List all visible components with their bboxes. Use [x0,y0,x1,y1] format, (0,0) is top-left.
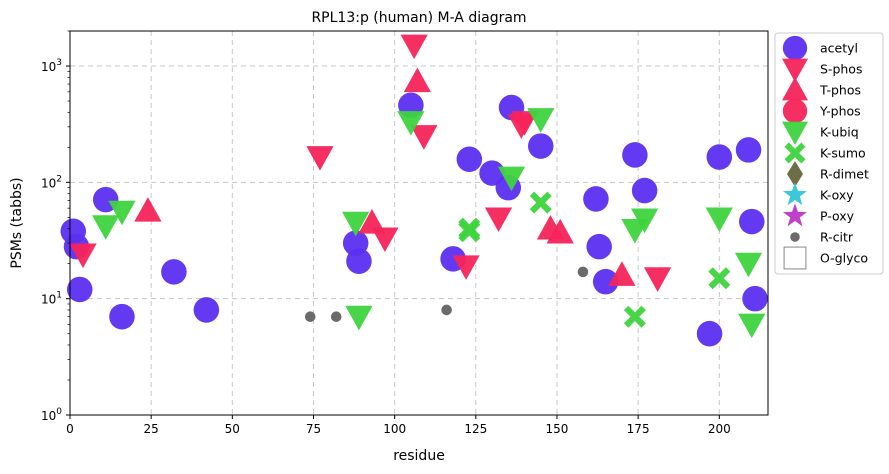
point-acetyl [66,276,93,303]
x-tick-label: 100 [383,422,406,436]
x-tick-label: 75 [306,422,321,436]
point-t-phos [403,67,432,93]
legend-marker-k-sumo [784,142,806,164]
legend-label-acetyl: acetyl [820,41,858,56]
x-tick-label: 0 [66,422,74,436]
plot-frame [69,30,769,416]
legend-label-y-phos: Y-phos [819,104,861,119]
x-axis-ticks: 0 25 50 75 100 125 150 175 200 [66,415,731,436]
point-k-sumo [529,191,552,214]
legend-marker-acetyl [782,35,808,61]
x-tick-label: 175 [627,422,650,436]
legend-marker-t-phos [781,76,809,101]
point-k-sumo [623,305,646,328]
point-acetyl [696,320,723,347]
y-tick-label: 100 [41,407,62,423]
point-k-sumo [708,267,731,290]
point-s-phos [510,111,539,136]
legend-marker-y-phos [782,98,808,124]
point-acetyl [742,285,768,312]
point-acetyl [735,137,762,163]
point-acetyl [583,186,609,212]
x-tick-label: 50 [225,422,240,436]
legend-marker-o-glyco [783,246,807,270]
point-t-phos [608,261,636,286]
point-acetyl [631,177,658,204]
legend-marker-s-phos [781,58,809,83]
point-s-phos [643,267,672,292]
point-r-citr [441,304,452,316]
y-axis-ticks: 100 101 102 103 [41,30,70,423]
point-acetyl [739,208,765,235]
point-k-ubiq [630,208,659,234]
point-r-citr [330,311,342,322]
data-points [60,34,768,347]
point-r-citr [304,311,316,322]
legend-label-p-oxy: P-oxy [820,209,855,224]
point-acetyl [456,146,483,172]
point-s-phos [410,125,438,150]
legend-label-k-ubiq: K-ubiq [820,125,859,140]
legend-marker-p-oxy [783,203,807,227]
y-axis-label: PSMs (tabbs) [9,177,25,268]
x-tick-label: 150 [546,422,569,436]
point-k-ubiq [738,313,766,339]
point-s-phos [69,243,97,269]
point-k-ubiq [497,166,526,192]
x-tick-label: 200 [708,422,731,436]
point-k-ubiq [397,111,425,136]
point-acetyl [592,268,619,295]
point-t-phos [546,218,574,244]
point-t-phos [134,197,162,222]
point-acetyl [109,303,135,330]
point-acetyl [622,142,648,168]
point-r-citr [577,266,589,278]
x-tick-label: 125 [464,422,487,436]
point-k-ubiq [342,211,370,237]
point-t-phos [358,209,386,234]
point-s-phos [484,207,513,233]
legend-label-o-glyco: O-glyco [820,251,868,266]
x-tick-label: 25 [144,422,159,436]
point-acetyl [527,133,554,159]
point-k-sumo [458,220,481,243]
y-tick-label: 101 [41,291,62,307]
legend: acetyl S-phos T-phos Y-phos K-ubiq K-sumo R-di… [774,32,884,275]
legend-label-k-sumo: K-sumo [820,146,866,161]
point-k-ubiq [108,200,136,226]
point-k-ubiq [92,215,120,240]
point-s-phos [400,34,428,60]
point-k-ubiq [734,252,763,278]
legend-marker-r-dimet [787,160,803,188]
point-s-phos [306,146,334,171]
point-acetyl [586,233,612,260]
legend-label-k-oxy: K-oxy [820,188,854,203]
point-k-ubiq [345,305,373,331]
legend-label-t-phos: T-phos [819,83,861,98]
legend-label-r-dimet: R-dimet [820,167,869,182]
point-s-phos [452,255,480,280]
point-acetyl [193,297,220,323]
point-acetyl [706,144,733,170]
chart-title: RPL13:p (human) M-A diagram [311,10,526,26]
y-tick-label: 102 [41,174,62,190]
x-axis-label: residue [393,448,445,464]
point-k-ubiq [705,207,733,233]
y-tick-label: 103 [41,58,62,74]
legend-marker-k-ubiq [781,121,809,146]
legend-marker-r-citr [790,232,800,242]
point-acetyl [161,259,187,285]
legend-marker-k-oxy [783,182,807,206]
legend-label-r-citr: R-citr [820,230,854,245]
point-k-ubiq [527,108,555,133]
legend-label-s-phos: S-phos [820,62,862,77]
point-acetyl [346,248,372,274]
